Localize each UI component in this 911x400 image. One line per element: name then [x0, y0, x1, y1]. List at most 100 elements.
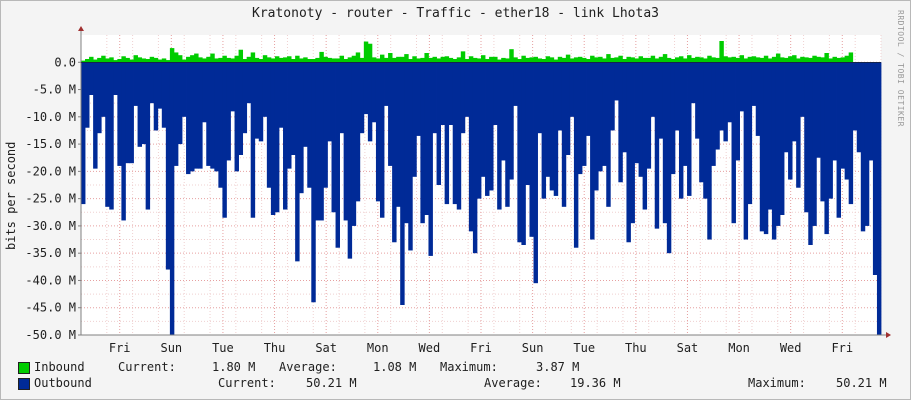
outbound-bar: [452, 62, 458, 205]
inbound-bar: [723, 56, 728, 63]
inbound-bar: [848, 52, 854, 63]
inbound-maximum-value: 3.87 M: [536, 360, 580, 374]
outbound-bar: [274, 62, 280, 213]
outbound-bar: [808, 62, 813, 245]
inbound-bar: [788, 56, 793, 63]
inbound-bar: [800, 56, 805, 63]
y-tick-label: -40.0 M: [25, 273, 76, 287]
inbound-bar: [561, 57, 567, 63]
outbound-bar: [238, 62, 244, 155]
outbound-bar: [505, 62, 510, 207]
x-tick-label: Mon: [728, 341, 750, 355]
outbound-bar: [440, 62, 446, 125]
x-tick-label: Tue: [212, 341, 234, 355]
inbound-bar: [161, 58, 167, 63]
outbound-bar: [626, 62, 631, 243]
inbound-bar: [194, 53, 199, 63]
outbound-bar: [872, 62, 878, 275]
inbound-bar: [751, 56, 757, 63]
outbound-bar: [622, 62, 627, 153]
inbound-bar: [109, 57, 114, 63]
outbound-bar: [666, 62, 672, 254]
inbound-legend-name: Inbound: [34, 360, 85, 374]
outbound-bar: [355, 62, 361, 202]
inbound-bar: [367, 43, 373, 63]
outbound-bar: [711, 62, 716, 166]
outbound-bar: [513, 62, 518, 106]
outbound-bar: [234, 62, 239, 172]
outbound-bar: [202, 62, 207, 123]
inbound-bar: [355, 52, 361, 63]
outbound-bar: [824, 62, 829, 235]
inbound-bar: [339, 55, 345, 63]
outbound-bar: [214, 62, 219, 172]
inbound-bar: [707, 55, 712, 63]
outbound-bar: [582, 62, 587, 166]
inbound-bar: [295, 55, 300, 63]
inbound-bar: [351, 55, 357, 63]
inbound-bar: [254, 57, 260, 63]
outbound-bar: [739, 62, 745, 112]
outbound-bar: [89, 62, 94, 95]
inbound-bar: [775, 53, 781, 63]
outbound-bar: [351, 62, 357, 226]
outbound-bar: [868, 62, 874, 161]
inbound-bar: [464, 59, 470, 63]
x-tick-label: Wed: [780, 341, 802, 355]
inbound-bar: [400, 56, 405, 63]
outbound-bar: [650, 62, 656, 117]
inbound-bar: [476, 58, 482, 63]
outbound-bar: [198, 62, 203, 169]
outbound-bar: [254, 62, 260, 139]
outbound-bar: [137, 62, 143, 147]
outbound-bar: [594, 62, 599, 191]
inbound-bar: [165, 60, 171, 63]
outbound-bar: [109, 62, 114, 210]
inbound-bar: [379, 54, 385, 63]
outbound-bar: [93, 62, 98, 169]
inbound-bar: [246, 56, 252, 63]
outbound-bar: [177, 62, 183, 145]
outbound-bar: [723, 62, 728, 142]
inbound-bar: [404, 54, 409, 63]
outbound-bar: [715, 62, 720, 150]
outbound-bar: [618, 62, 623, 183]
inbound-bar: [820, 57, 825, 63]
outbound-bar: [860, 62, 866, 232]
outbound-bar: [533, 62, 538, 284]
outbound-bar: [149, 62, 155, 104]
inbound-bar: [97, 57, 102, 63]
outbound-bar: [634, 62, 639, 164]
inbound-bar: [85, 59, 90, 63]
inbound-bar: [485, 59, 490, 63]
outbound-bar: [674, 62, 680, 131]
inbound-bar: [287, 56, 292, 63]
inbound-bar: [771, 56, 777, 63]
outbound-bar: [687, 62, 692, 196]
outbound-bar: [553, 62, 559, 196]
inbound-current-label: Current:: [118, 360, 176, 374]
inbound-bar: [703, 58, 708, 63]
inbound-bar: [638, 56, 644, 63]
inbound-legend-swatch: [18, 362, 30, 374]
outbound-bar: [400, 62, 405, 305]
outbound-bar: [840, 62, 846, 169]
outbound-bar: [388, 62, 393, 166]
outbound-bar: [537, 62, 543, 134]
inbound-bar: [687, 55, 692, 63]
inbound-bar: [670, 59, 676, 63]
outbound-bar: [278, 62, 284, 128]
inbound-bar: [618, 55, 623, 63]
outbound-bar: [695, 62, 700, 139]
inbound-bar: [258, 59, 264, 63]
outbound-bar: [820, 62, 825, 202]
inbound-bar: [206, 56, 211, 63]
inbound-bar: [654, 58, 660, 63]
inbound-bar: [190, 55, 195, 63]
inbound-bar: [719, 41, 724, 63]
inbound-bar: [234, 55, 239, 63]
outbound-bar: [444, 62, 450, 205]
inbound-bar: [93, 59, 98, 63]
outbound-bar: [81, 62, 86, 205]
inbound-bar: [630, 57, 635, 63]
